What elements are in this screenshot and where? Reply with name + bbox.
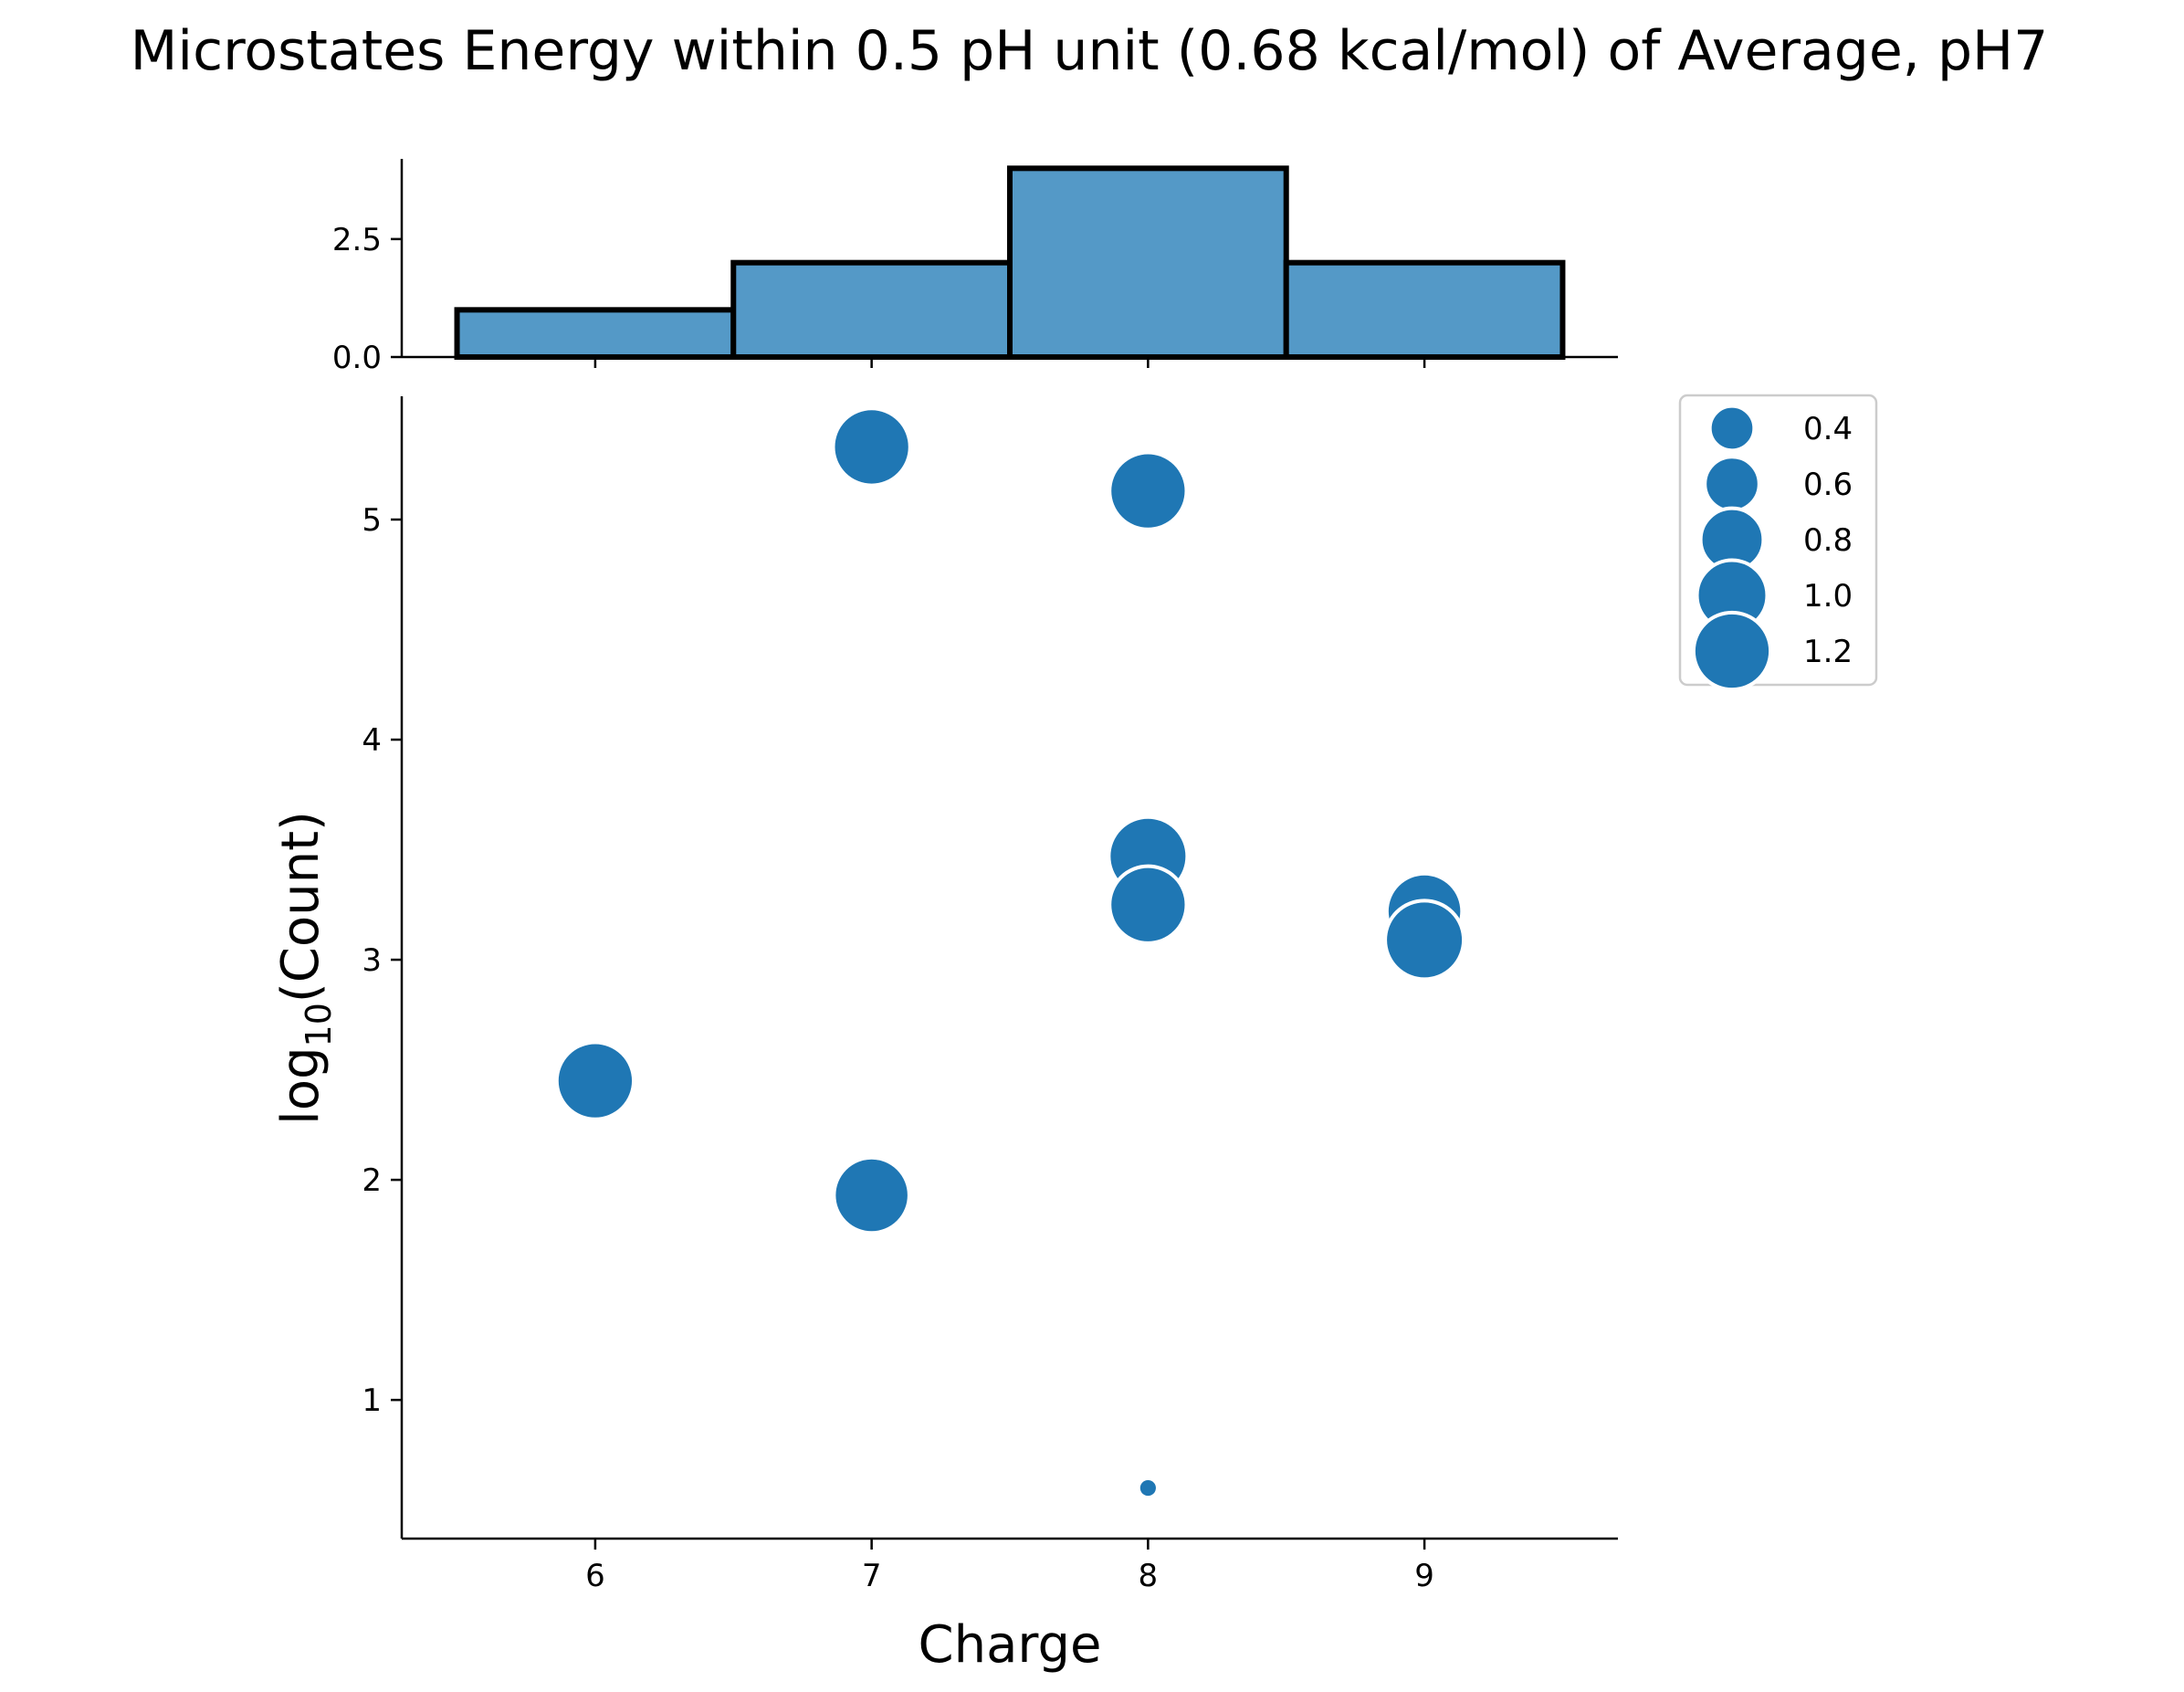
chart-title: Microstates Energy within 0.5 pH unit (0… [131,19,2049,83]
legend-label: 0.6 [1803,467,1853,503]
scatter-y-ticks: 1 2 3 4 5 [362,502,402,1419]
y-tick-label: 2 [362,1162,382,1199]
scatter-point [1108,450,1189,531]
histogram-bar [1283,259,1566,360]
scatter-x-ticks: 6 7 8 9 [585,1539,1434,1594]
scatter-point [1108,864,1189,945]
scatter-points [554,406,1466,1497]
legend-marker [1691,610,1773,692]
legend-label: 1.2 [1803,634,1853,670]
histogram-x-ticks [593,357,1426,368]
y-axis-label-base: log [271,1046,331,1124]
x-axis-label: Charge [919,1615,1102,1675]
histogram-y-tick-label: 2.5 [332,222,382,258]
scatter-point [832,1155,911,1235]
x-tick-label: 8 [1139,1558,1159,1594]
legend-marker [1703,455,1761,513]
legend-marker [1707,404,1757,453]
scatter-point [554,1040,636,1121]
y-tick-label: 4 [362,722,382,759]
x-tick-label: 6 [585,1558,605,1594]
scatter-point [1139,1479,1156,1497]
y-tick-label: 5 [362,502,382,539]
y-tick-label: 1 [362,1382,382,1419]
y-axis-label-subscript: 10 [299,1003,339,1046]
y-tick-label: 3 [362,942,382,979]
scatter-point [1383,899,1466,982]
histogram-y-tick-label: 0.0 [332,340,382,376]
histogram-bars [454,165,1566,361]
size-legend: 0.4 0.6 0.8 1.0 1.2 [1678,394,1878,692]
x-tick-label: 7 [862,1558,882,1594]
x-tick-label: 9 [1414,1558,1434,1594]
legend-items: 0.4 0.6 0.8 1.0 1.2 [1691,404,1853,692]
y-axis-label-suffix: (Count) [271,811,331,1003]
legend-label: 1.0 [1803,578,1853,615]
histogram-bar [454,307,737,361]
scatter-plot: 1 2 3 4 5 6 7 8 9 Charge log10(Count) [271,396,1618,1675]
legend-label: 0.8 [1803,522,1853,559]
marginal-histogram: 0.0 2.5 [332,159,1618,376]
scatter-point [831,406,912,488]
legend-label: 0.4 [1803,411,1853,447]
histogram-bar [730,259,1013,360]
histogram-y-ticks: 0.0 2.5 [332,222,402,376]
y-axis-label: log10(Count) [271,811,339,1125]
histogram-bar [1007,165,1289,360]
